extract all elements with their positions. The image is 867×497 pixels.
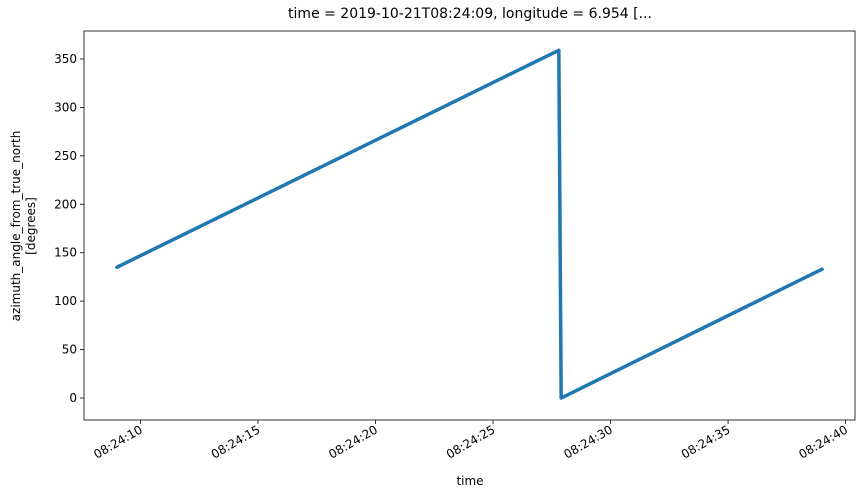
x-tick-label: 08:24:35	[679, 422, 733, 461]
x-tick-label: 08:24:10	[91, 422, 145, 461]
chart-title: time = 2019-10-21T08:24:09, longitude = …	[288, 6, 652, 22]
x-axis-label: time	[456, 474, 483, 488]
y-axis-label: azimuth_angle_from_true_north	[9, 131, 23, 322]
y-tick-label: 350	[54, 52, 77, 66]
y-tick-label: 150	[54, 246, 77, 260]
plot-frame	[83, 30, 856, 421]
y-tick-label: 0	[69, 391, 77, 405]
y-tick-label: 200	[54, 197, 77, 211]
x-tick-label: 08:24:30	[561, 422, 615, 461]
data-line	[115, 48, 824, 400]
x-tick-label: 08:24:40	[796, 422, 850, 461]
x-tick-label: 08:24:15	[209, 422, 263, 461]
y-axis-label: [degrees]	[24, 197, 38, 255]
y-tick-label: 100	[54, 294, 77, 308]
y-tick-label: 300	[54, 100, 77, 114]
x-tick-label: 08:24:20	[326, 422, 380, 461]
x-tick-label: 08:24:25	[444, 422, 498, 461]
y-tick-label: 250	[54, 149, 77, 163]
y-tick-label: 50	[62, 343, 77, 357]
